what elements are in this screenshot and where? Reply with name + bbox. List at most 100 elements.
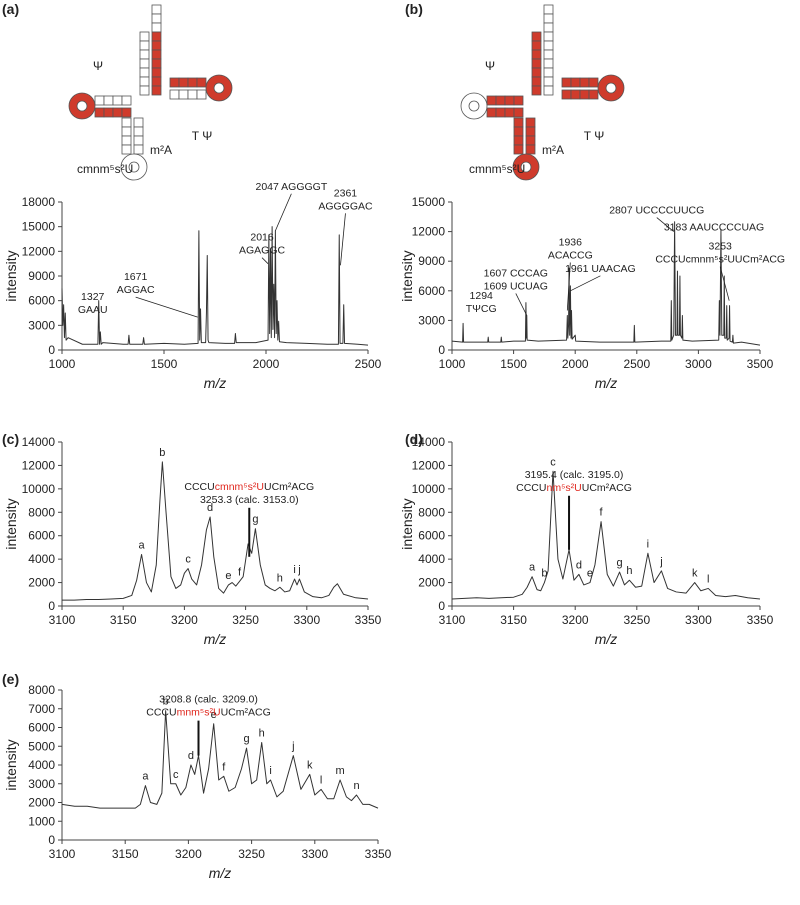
nucleotide (513, 117, 524, 128)
x-tick-label: 3100 (439, 613, 466, 627)
nucleotide (133, 144, 144, 155)
nucleotide (561, 89, 572, 100)
x-tick-label: 3000 (685, 357, 712, 371)
nucleotide (543, 58, 554, 69)
x-tick-label: 1500 (500, 357, 527, 371)
nucleotide (151, 58, 162, 69)
annotation-part: mnm⁵s²U (177, 707, 221, 719)
nucleotide (495, 95, 506, 106)
x-axis-title: m/z (204, 375, 227, 391)
y-tick-label: 8000 (28, 505, 55, 519)
nucleotide (513, 135, 524, 146)
y-tick-label: 3000 (418, 313, 445, 327)
y-tick-label: 14000 (22, 435, 56, 449)
annotation: 3208.8 (calc. 3209.0)CCCUmnm⁵s²UUCm²ACG (146, 694, 271, 719)
peak-label: h (626, 565, 632, 577)
annotation-text: 1609 UCUAG (484, 280, 548, 292)
x-tick-label: 3100 (49, 613, 76, 627)
structure-label: Ψ (93, 59, 103, 73)
y-axis-title: intensity (3, 250, 19, 301)
nucleotide (94, 95, 105, 106)
annotation: 2047 AGGGGT (255, 181, 327, 193)
structure-label: m²A (150, 143, 172, 157)
nucleotide (588, 77, 599, 88)
nucleotide (187, 77, 198, 88)
annotation-text: 1961 UAACAG (565, 263, 636, 275)
annotation-part: CCCU (184, 481, 214, 493)
x-tick-label: 2000 (562, 357, 589, 371)
peak-label: l (707, 573, 709, 585)
x-tick-label: 3150 (500, 613, 527, 627)
x-tick-label: 3350 (747, 613, 774, 627)
annotation-text: 2361 (334, 187, 358, 199)
nucleotide (151, 31, 162, 42)
y-tick-label: 3000 (28, 777, 55, 791)
panel-label: (c) (2, 431, 19, 447)
x-tick-label: 2500 (623, 357, 650, 371)
nucleotide (486, 95, 497, 106)
peak-label: e (225, 570, 231, 582)
loop (512, 153, 540, 181)
annotation-leader (275, 193, 292, 231)
y-tick-label: 3000 (28, 318, 55, 332)
annotation-part: cmnm⁵s²U (215, 481, 264, 493)
y-tick-label: 6000 (28, 721, 55, 735)
x-tick-label: 3200 (171, 613, 198, 627)
spectrum-line (61, 226, 369, 346)
nucleotide (139, 49, 150, 60)
annotation-part: UCm²ACG (264, 481, 314, 493)
annotation-leader (135, 296, 198, 318)
loop (205, 74, 233, 102)
annotation-leader (719, 266, 730, 301)
x-tick-label: 2500 (355, 357, 382, 371)
x-tick-label: 3300 (293, 613, 320, 627)
annotation-text: 1607 CCCAG (484, 267, 548, 279)
annotation-leader (656, 217, 675, 232)
nucleotide (525, 135, 536, 146)
y-tick-label: 0 (438, 599, 445, 613)
structure-label: T Ψ (584, 129, 604, 143)
y-tick-label: 10000 (412, 482, 446, 496)
nucleotide (579, 77, 590, 88)
annotation-part: UCm²ACG (221, 707, 271, 719)
nucleotide (531, 58, 542, 69)
peak-label: g (616, 557, 622, 569)
nucleotide (151, 76, 162, 87)
nucleotide (531, 76, 542, 87)
y-tick-label: 2000 (28, 796, 55, 810)
nucleotide (151, 22, 162, 33)
nucleotide (121, 126, 132, 137)
nucleotide (187, 89, 198, 100)
peak-label: a (142, 771, 149, 783)
nucleotide (486, 107, 497, 118)
y-tick-label: 8000 (418, 505, 445, 519)
nucleotide (570, 89, 581, 100)
spectrum-line (62, 461, 369, 601)
y-axis-title: intensity (399, 250, 415, 301)
y-tick-label: 15000 (412, 195, 446, 209)
x-axis-title: m/z (595, 375, 618, 391)
nucleotide (513, 126, 524, 137)
nucleotide (543, 4, 554, 15)
annotation-leader (566, 262, 571, 311)
nucleotide (531, 85, 542, 96)
annotation-part: UCm²ACG (582, 482, 632, 494)
nucleotide (139, 67, 150, 78)
annotation-text: 3253.3 (calc. 3153.0) (200, 494, 299, 506)
y-tick-label: 9000 (418, 254, 445, 268)
annotation-text: CCCUnm⁵s²UUCm²ACG (516, 482, 632, 494)
peak-label: d (188, 750, 194, 762)
y-tick-label: 18000 (22, 195, 56, 209)
x-tick-label: 3350 (355, 613, 382, 627)
x-axis-title: m/z (204, 631, 227, 647)
nucleotide (531, 49, 542, 60)
nucleotide (112, 95, 123, 106)
peak-label: n (353, 780, 359, 792)
nucleotide (121, 117, 132, 128)
nucleotide (121, 135, 132, 146)
x-tick-label: 1000 (439, 357, 466, 371)
trna-diagram (68, 4, 233, 181)
